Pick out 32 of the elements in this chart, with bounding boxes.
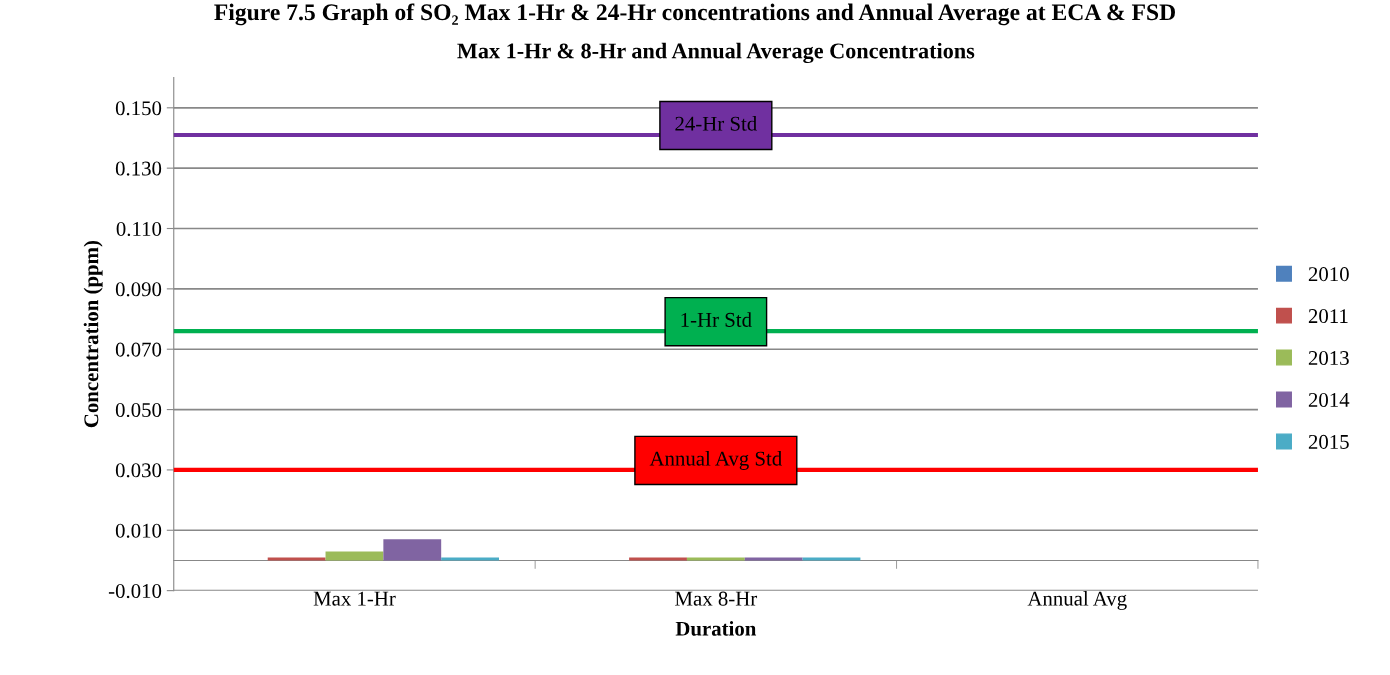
y-axis-title: Concentration (ppm): [83, 241, 103, 428]
y-tick-label: 0.050: [115, 402, 162, 418]
legend-label: 2011: [1308, 309, 1348, 324]
y-tick-label: 0.150: [115, 101, 162, 116]
legend-label: 2010: [1308, 267, 1349, 282]
legend-label: 2015: [1308, 434, 1349, 449]
y-tick-label: -0.010: [108, 584, 162, 599]
y-tick-label: 0.130: [115, 161, 162, 176]
legend-label: 2013: [1308, 350, 1349, 366]
x-tick-label: Annual Avg: [1027, 591, 1127, 610]
bar: [744, 557, 803, 561]
ref-line-label: 1-Hr Std: [681, 312, 752, 327]
x-tick-label: Max 8-Hr: [675, 591, 758, 606]
y-tick-label: 0.090: [115, 282, 162, 297]
y-tick-label: 0.030: [115, 463, 162, 478]
x-axis-title: Duration: [675, 621, 757, 636]
y-tick-label: 0.110: [116, 221, 162, 237]
bar: [802, 557, 861, 561]
bar: [441, 557, 500, 561]
bar: [383, 539, 442, 561]
bar: [629, 557, 687, 561]
chart-title: Figure 7.5 Graph of SO₂ Max 1-Hr & 24-Hr concentrations and Annual Average at ECA & FSD: [214, 3, 1175, 26]
x-tick-label: Max 1-Hr: [313, 591, 396, 606]
bar: [325, 551, 384, 561]
y-tick-label: 0.010: [115, 523, 162, 538]
y-tick-label: 0.070: [115, 342, 162, 357]
ref-line-label: Annual Avg Std: [649, 450, 782, 470]
bar: [267, 557, 326, 561]
legend-label: 2014: [1308, 392, 1350, 407]
chart-subtitle: Max 1-Hr & 8-Hr and Annual Average Concentrations: [457, 42, 975, 64]
ref-line-label: 24-Hr Std: [675, 116, 757, 131]
bar: [686, 557, 745, 561]
